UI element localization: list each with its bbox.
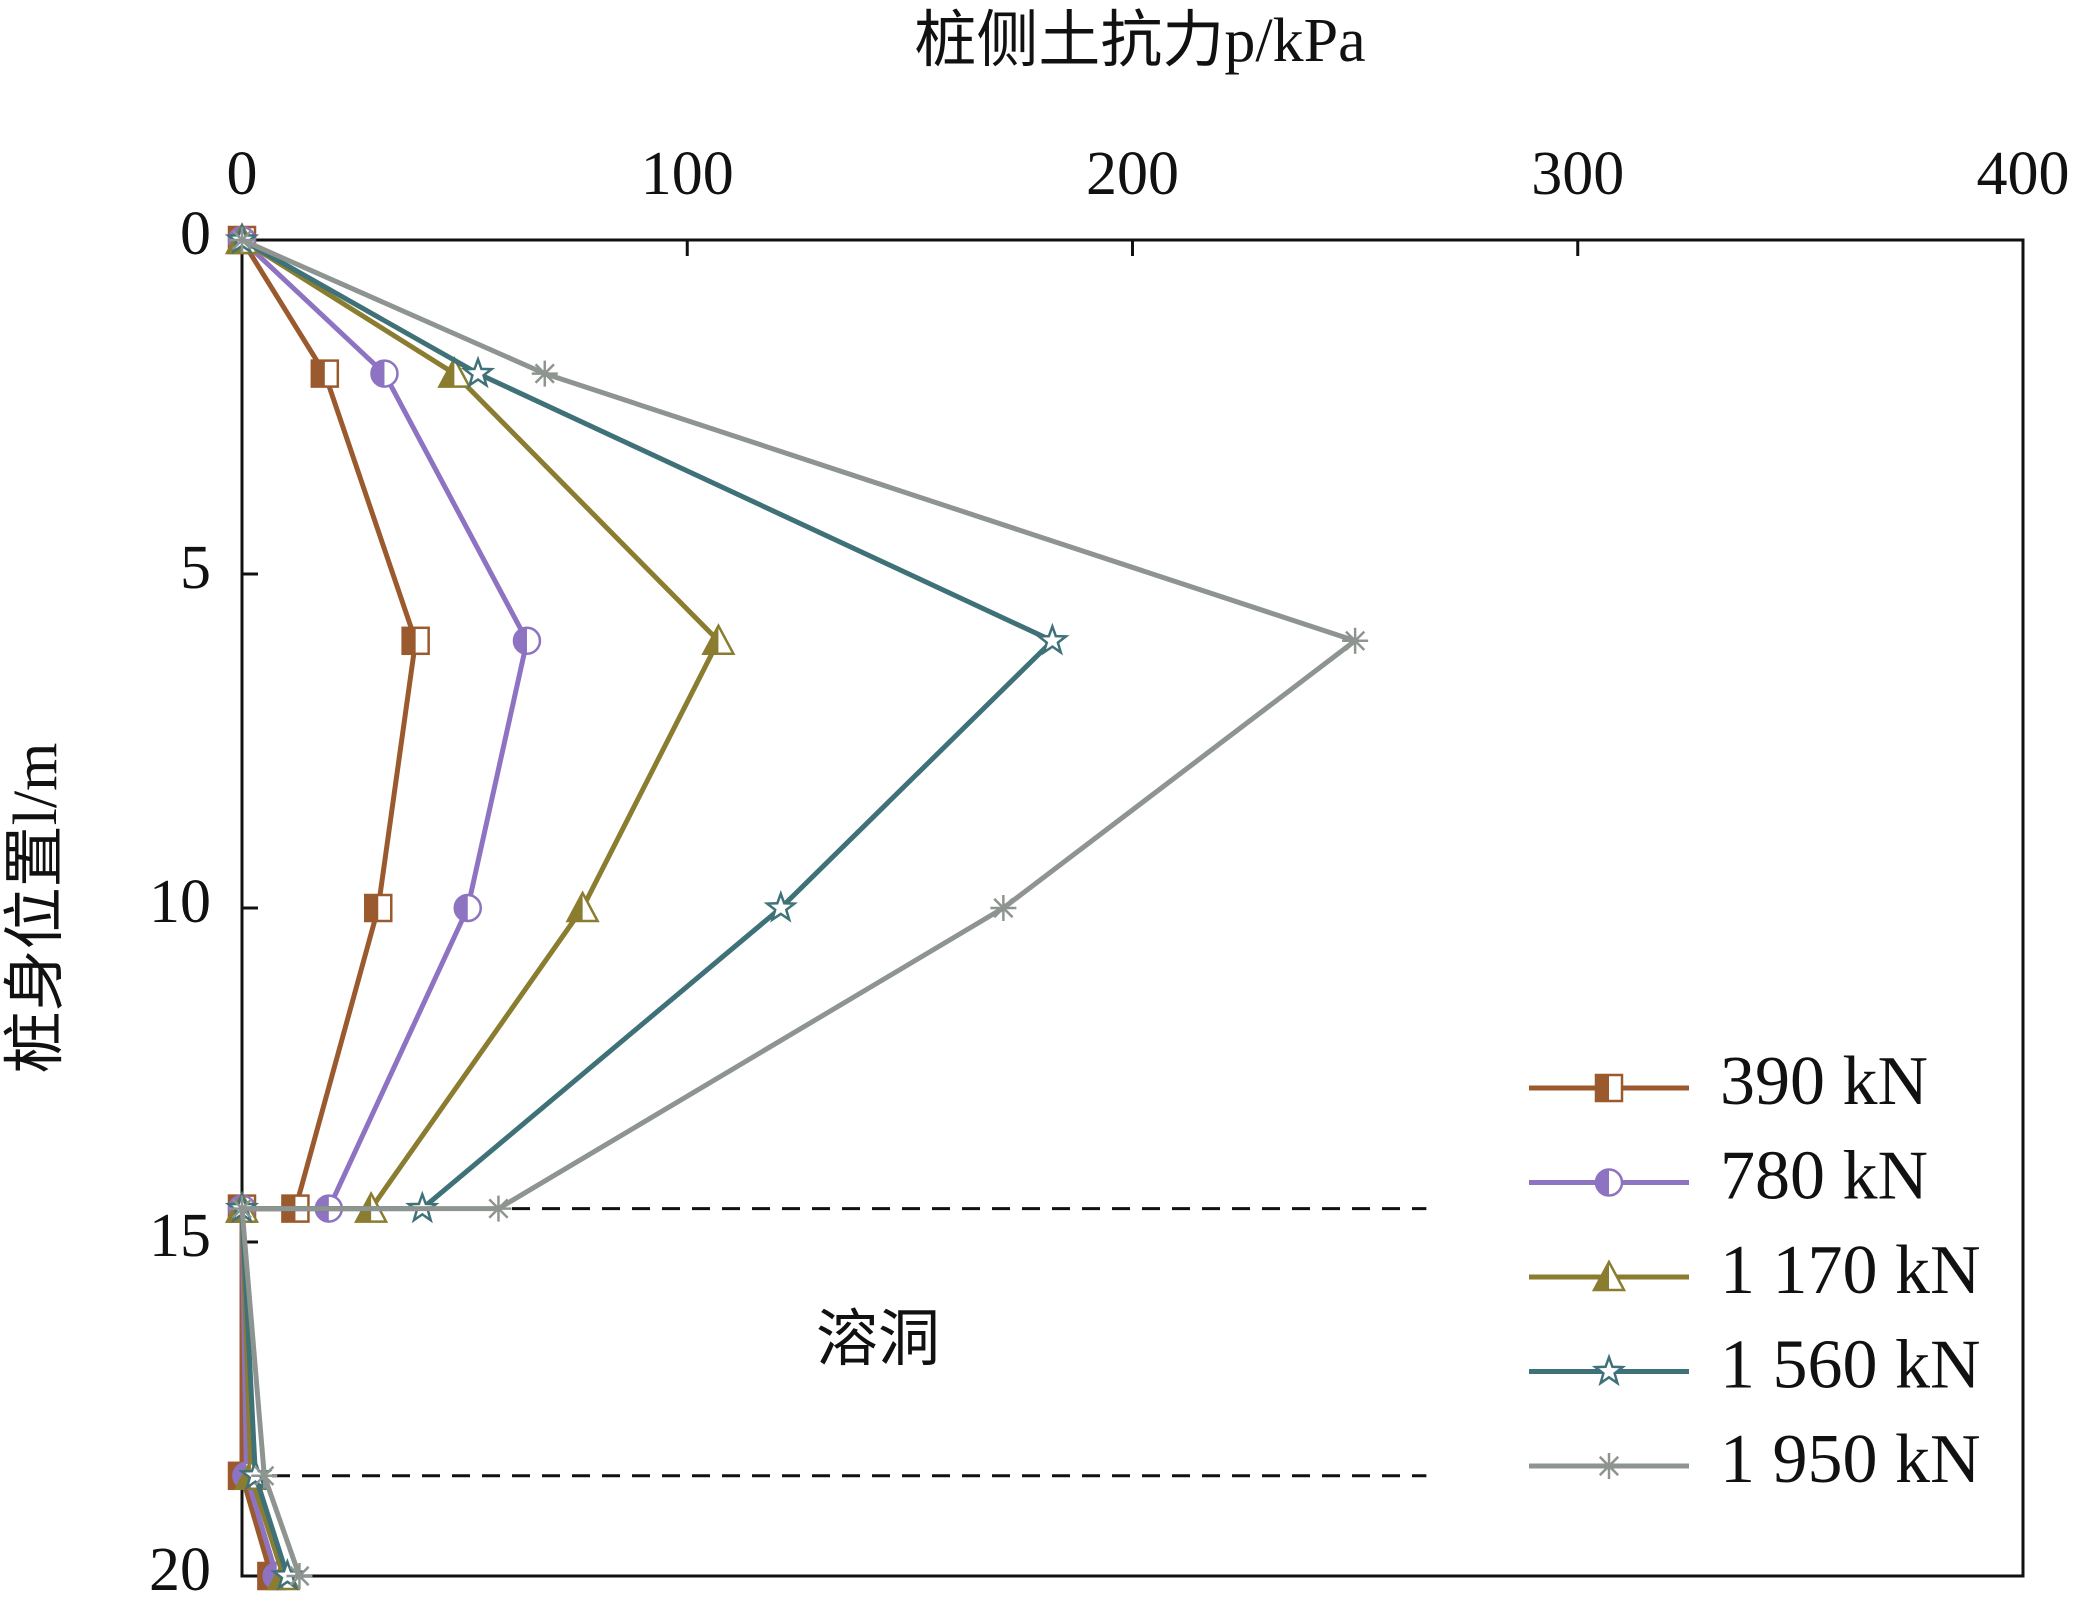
x-tick-label: 100 — [641, 140, 734, 208]
marker-part — [763, 890, 798, 923]
marker-part — [1345, 630, 1366, 651]
annotation: 溶洞 — [816, 1306, 940, 1374]
y-tick-label: 15 — [149, 1202, 211, 1270]
legend-label: 390 kN — [1720, 1043, 1928, 1120]
data-point — [363, 893, 393, 923]
marker-part — [1035, 622, 1070, 656]
marker-part — [289, 1565, 310, 1587]
marker-part — [254, 1465, 275, 1486]
data-point — [460, 355, 496, 389]
data-point — [531, 360, 558, 387]
marker-part — [371, 360, 385, 387]
data-point — [286, 1563, 313, 1589]
data-point — [565, 890, 600, 923]
series-line — [239, 237, 1055, 1577]
x-tick-label: 400 — [1977, 140, 2070, 208]
y-tick-label: 5 — [180, 534, 211, 602]
marker-part — [488, 1198, 509, 1219]
y-axis-title: 桩身位置l/m — [2, 743, 70, 1074]
data-point — [229, 227, 255, 253]
x-axis-title: 桩侧土抗力p/kPa — [914, 7, 1365, 75]
x-tick-label: 200 — [1086, 140, 1179, 208]
marker-part — [311, 360, 325, 387]
data-point — [512, 626, 542, 656]
data-point — [701, 623, 736, 656]
marker-part — [993, 897, 1014, 919]
marker-part — [402, 627, 416, 654]
data-point — [401, 626, 430, 656]
legend-marker — [1594, 1073, 1624, 1103]
data-point — [437, 355, 472, 388]
data-point — [229, 1195, 255, 1222]
data-point — [1035, 622, 1070, 656]
marker-part — [567, 893, 583, 921]
marker-part — [365, 895, 379, 921]
marker-part — [439, 358, 455, 387]
legend-marker — [1594, 1168, 1624, 1197]
data-point — [310, 359, 340, 388]
marker-part — [1596, 1075, 1609, 1101]
legend-label: 1 560 kN — [1720, 1327, 1981, 1404]
legend-label: 1 170 kN — [1720, 1232, 1981, 1309]
marker-part — [1594, 1262, 1609, 1290]
data-point — [370, 359, 399, 388]
data-point — [1342, 627, 1369, 654]
marker-part — [454, 895, 468, 921]
marker-part — [231, 229, 253, 251]
y-tick-label: 10 — [149, 868, 211, 936]
series-line — [239, 238, 530, 1577]
marker-part — [513, 627, 527, 654]
series-line — [239, 238, 419, 1577]
data-point — [763, 890, 798, 923]
data-point — [485, 1195, 512, 1222]
x-tick-label: 0 — [227, 140, 258, 208]
series-line — [239, 237, 721, 1577]
marker-part — [703, 625, 719, 654]
marker-part — [460, 355, 496, 389]
x-tick-label: 300 — [1531, 140, 1624, 208]
marker-part — [231, 1198, 253, 1219]
legend-marker — [1591, 1259, 1627, 1292]
marker-part — [1591, 1353, 1627, 1387]
legend-marker — [1591, 1353, 1627, 1387]
legend-label: 1 950 kN — [1720, 1421, 1981, 1498]
data-point — [990, 895, 1017, 921]
marker-part — [1598, 1455, 1620, 1477]
y-tick-label: 0 — [180, 200, 211, 268]
marker-part — [235, 1460, 251, 1489]
data-point — [251, 1462, 278, 1489]
legend-marker — [1596, 1453, 1622, 1479]
marker-part — [534, 363, 555, 384]
y-tick-label: 20 — [149, 1536, 211, 1604]
legend-label: 780 kN — [1720, 1138, 1928, 1215]
data-point — [453, 893, 482, 923]
marker-part — [1596, 1169, 1609, 1196]
series-line — [239, 237, 1358, 1577]
